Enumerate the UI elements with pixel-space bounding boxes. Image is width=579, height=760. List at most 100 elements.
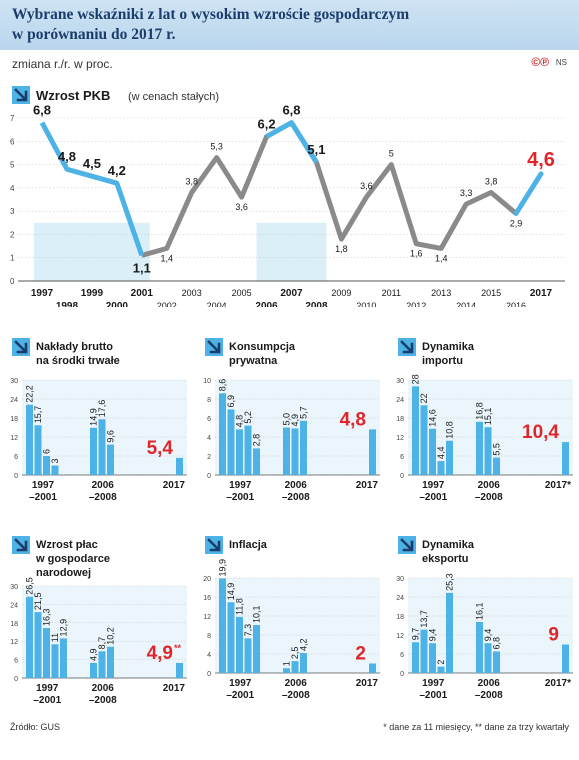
gdp-line-2006-2008 [265, 120, 319, 164]
arrow-icon-shape [400, 538, 414, 552]
panel-bar-label: 9,4 [483, 629, 493, 642]
panel-bar [227, 409, 235, 475]
gdp-ytick: 7 [10, 114, 15, 123]
gdp-line-1997-2001 [39, 121, 145, 257]
gdp-value-label: 3,3 [460, 188, 473, 198]
gdp-value-label: 4,2 [108, 163, 126, 178]
panel-bar [98, 419, 106, 475]
panel-ytick: 20 [203, 576, 211, 583]
panel-bar [43, 456, 50, 475]
panel-bar-label: 5,5 [492, 443, 502, 456]
panel-bar-label: 5,0 [282, 413, 292, 426]
panel-ytick: 18 [10, 621, 18, 628]
gdp-line-gray [141, 120, 518, 258]
gdp-band-1997-2001 [34, 222, 150, 281]
panel-bar-label: 19,9 [218, 559, 228, 577]
panel-bar-label: 10,2 [106, 627, 116, 645]
panel-current-label: 2017 [163, 480, 186, 491]
arrow-down-right-icon [12, 86, 30, 104]
footnote: * dane za 11 miesięcy, ** dane za trzy k… [383, 722, 569, 732]
source-note: Źródło: GUS [10, 722, 61, 732]
panel-bar-label: 26,5 [25, 577, 35, 595]
gdp-value-label: 3,6 [235, 202, 248, 212]
panel-current-value: 2 [355, 644, 366, 665]
panel-ytick: 6 [400, 454, 404, 461]
panel-bar-label: 22,2 [25, 385, 35, 403]
gdp-value-label: 6,8 [282, 103, 300, 118]
gdp-year-label: 1998 [56, 301, 79, 307]
panel-ytick: 8 [207, 397, 211, 404]
panel-bar [244, 638, 252, 673]
panel-bar-label: 14,9 [89, 408, 99, 426]
panel-current-label: 2017 [356, 480, 379, 491]
panel-title-line: importu [422, 355, 463, 367]
panel-current-bar [562, 644, 569, 673]
arrow-icon-shape [14, 538, 28, 552]
panel-bar [219, 393, 226, 475]
export-bar-chart: Dynamikaeksportu06121824309,713,79,4225,… [396, 536, 573, 701]
gdp-value-label: 4,8 [58, 149, 76, 164]
panel-bar [98, 651, 106, 678]
panel-bar-label: 17,6 [97, 400, 107, 418]
panel-ytick: 0 [14, 473, 18, 480]
wages-bar-chart: Wzrost płac w gospodarce narodowej 0 6 12 18 24… [10, 536, 187, 706]
panel-bar [60, 638, 67, 678]
panel-current-value: 4,9 [147, 643, 173, 664]
panel-group-label: 2006 [92, 480, 115, 491]
panel-bar-label: 22 [419, 393, 429, 403]
panel-bar [291, 428, 299, 475]
panel-bar [283, 668, 290, 673]
panel-bar [412, 386, 419, 475]
panel-group-label: 1997 [36, 683, 59, 694]
gdp-year-label: 2011 [382, 288, 401, 298]
panel-ytick: 30 [10, 378, 18, 385]
panel-bar [420, 405, 428, 475]
panel-bar [420, 629, 428, 673]
panel-bar [446, 440, 453, 475]
panel-bar [107, 444, 114, 475]
panel-ytick: 2 [207, 454, 211, 461]
panel-bar [437, 461, 445, 475]
panel-bar-label: 9,7 [411, 628, 421, 641]
panel-ytick: 0 [207, 671, 211, 678]
gdp-title: Wzrost PKB [36, 88, 110, 103]
panel-bar-label: 21,5 [33, 593, 43, 611]
gdp-value-label: 4,6 [527, 149, 555, 171]
panel-bar [34, 425, 42, 475]
panel-group-label: –2001 [419, 492, 447, 503]
panel-bar [90, 662, 97, 678]
panel-current-mark: ** [174, 643, 182, 653]
gdp-year-label: 2010 [356, 301, 376, 307]
gdp-year-label: 2003 [182, 288, 202, 298]
panel-bar [484, 427, 492, 475]
panel-bar-label: 1 [282, 661, 292, 666]
publisher-logo-suffix: NS [555, 58, 567, 67]
panel-bar-label: 8,7 [97, 637, 107, 650]
panel-ytick: 16 [203, 595, 211, 602]
gdp-year-label: 2004 [207, 301, 227, 307]
panel-ytick: 12 [10, 435, 18, 442]
gdp-value-label: 1,4 [435, 253, 448, 263]
panel-bar-label: 6,8 [492, 637, 502, 650]
gdp-value-label: 5,3 [210, 142, 223, 152]
inflation-bar-chart: Inflacja04812162019,914,911,87,310,11997… [203, 536, 380, 701]
panel-ytick: 18 [396, 416, 404, 423]
panel-bar-label: 5,7 [299, 406, 309, 419]
panel-bar-label: 9,6 [106, 430, 116, 443]
gdp-value-label: 1,4 [160, 253, 173, 263]
chart-title-line1: Wybrane wskaźniki z lat o wysokim wzrośc… [12, 6, 410, 23]
panel-bar-label: 2,8 [252, 434, 262, 447]
panel-ytick: 4 [207, 435, 211, 442]
panel-current-value: 9 [548, 625, 559, 646]
panel-bar [291, 661, 299, 673]
gdp-ytick: 2 [10, 230, 15, 239]
panel-bar [26, 596, 33, 678]
panel-bar [493, 651, 500, 673]
panel-bar [236, 429, 243, 475]
panel-ytick: 12 [203, 614, 211, 621]
chart-title-line2: w porównaniu do 2017 r. [12, 26, 176, 43]
panel-current-value: 10,4 [522, 422, 559, 443]
panel-bar-label: 4,8 [235, 415, 245, 428]
panel-group-label: –2008 [475, 690, 503, 701]
